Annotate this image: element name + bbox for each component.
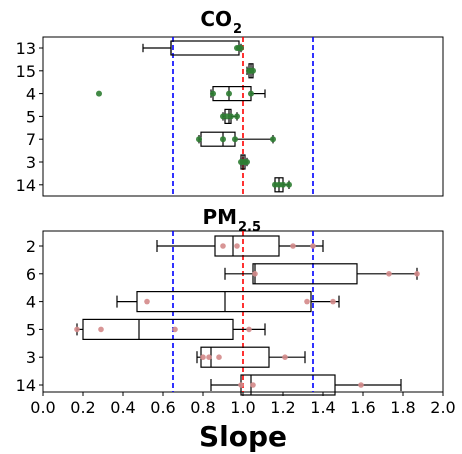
data-point bbox=[226, 90, 232, 97]
co2-y-tick-label: 4 bbox=[26, 85, 36, 104]
co2-title-subscript: 2 bbox=[233, 22, 242, 37]
data-point bbox=[310, 243, 316, 249]
pm25-y-tick-label: 4 bbox=[26, 293, 36, 312]
x-tick-label: 0.6 bbox=[150, 398, 175, 417]
co2-box-14 bbox=[272, 177, 292, 193]
data-point bbox=[238, 382, 244, 388]
x-tick-label: 1.6 bbox=[350, 398, 375, 417]
data-point bbox=[220, 243, 226, 249]
data-point bbox=[386, 271, 392, 277]
x-axis-label: Slope bbox=[199, 420, 287, 453]
pm25-box-3 bbox=[196, 346, 306, 368]
x-tick-label: 2.0 bbox=[430, 398, 455, 417]
co2-box-4 bbox=[96, 85, 266, 102]
co2-y-tick-label: 15 bbox=[16, 62, 36, 81]
x-tick-label: 0.4 bbox=[110, 398, 135, 417]
co2-box-3 bbox=[238, 154, 250, 170]
data-point bbox=[286, 181, 292, 188]
data-point bbox=[200, 354, 206, 361]
x-tick-label: 1.8 bbox=[390, 398, 415, 417]
x-axis: 0.0 0.2 0.4 0.6 0.8 1.0 1.2 1.4 1.6 1.8 2.0 bbox=[30, 392, 456, 417]
pm25-y-tick-label: 3 bbox=[26, 348, 36, 367]
data-point bbox=[232, 136, 238, 143]
data-point bbox=[248, 90, 254, 97]
box-iqr bbox=[136, 291, 312, 313]
pm25-panel: 2 6 4 5 3 14 bbox=[16, 230, 444, 396]
co2-box-7 bbox=[196, 131, 276, 147]
pm25-box-6 bbox=[224, 263, 420, 285]
data-point bbox=[236, 45, 242, 51]
co2-plot-frame bbox=[42, 36, 444, 197]
data-point bbox=[270, 136, 276, 143]
data-point bbox=[234, 243, 240, 249]
data-point bbox=[206, 354, 212, 361]
pm25-y-tick-label: 5 bbox=[26, 320, 36, 339]
x-tick-label: 1.4 bbox=[310, 398, 335, 417]
data-point bbox=[74, 326, 80, 333]
data-point bbox=[216, 354, 222, 361]
co2-y-tick-label: 7 bbox=[26, 130, 36, 149]
data-point bbox=[290, 243, 296, 249]
co2-box-15 bbox=[246, 63, 256, 79]
data-point bbox=[252, 271, 258, 277]
data-point bbox=[220, 136, 226, 143]
data-point bbox=[210, 90, 216, 97]
data-point bbox=[246, 326, 252, 333]
data-point bbox=[98, 326, 104, 333]
data-point bbox=[282, 354, 288, 361]
data-point bbox=[244, 159, 250, 165]
x-tick-label: 0.0 bbox=[30, 398, 55, 417]
data-point bbox=[248, 67, 254, 74]
pm25-box-14 bbox=[210, 374, 402, 396]
data-point bbox=[330, 298, 336, 305]
pm25-y-tick-label: 6 bbox=[26, 265, 36, 284]
data-point bbox=[234, 113, 240, 120]
pm25-title: PM bbox=[202, 205, 237, 229]
data-point bbox=[250, 382, 256, 388]
x-tick-label: 0.2 bbox=[70, 398, 95, 417]
pm25-y-tick-label: 2 bbox=[26, 237, 36, 256]
data-point bbox=[172, 326, 178, 333]
pm25-box-2 bbox=[156, 235, 324, 257]
data-point bbox=[280, 181, 286, 188]
co2-panel: 13 15 4 5 7 3 14 bbox=[16, 36, 444, 197]
data-point bbox=[144, 298, 150, 305]
data-point bbox=[358, 382, 364, 388]
co2-y-tick-label: 5 bbox=[26, 107, 36, 126]
x-tick-label: 0.8 bbox=[190, 398, 215, 417]
co2-y-tick-label: 13 bbox=[16, 39, 36, 58]
co2-title: CO bbox=[200, 7, 232, 31]
x-tick-label: 1.0 bbox=[230, 398, 255, 417]
pm25-y-tick-label: 14 bbox=[16, 376, 36, 395]
data-point bbox=[304, 298, 310, 305]
pm25-box-5 bbox=[74, 318, 266, 340]
co2-y-tick-label: 3 bbox=[26, 153, 36, 172]
box-iqr bbox=[214, 235, 280, 257]
pm25-box-4 bbox=[116, 291, 340, 313]
data-point bbox=[228, 113, 234, 120]
co2-box-5 bbox=[220, 108, 240, 125]
x-tick-label: 1.2 bbox=[270, 398, 295, 417]
co2-y-tick-label: 14 bbox=[16, 176, 36, 195]
box-iqr bbox=[82, 318, 234, 340]
data-point bbox=[414, 271, 420, 277]
data-point bbox=[96, 90, 102, 97]
data-point bbox=[196, 136, 202, 143]
co2-box-13 bbox=[142, 40, 244, 56]
